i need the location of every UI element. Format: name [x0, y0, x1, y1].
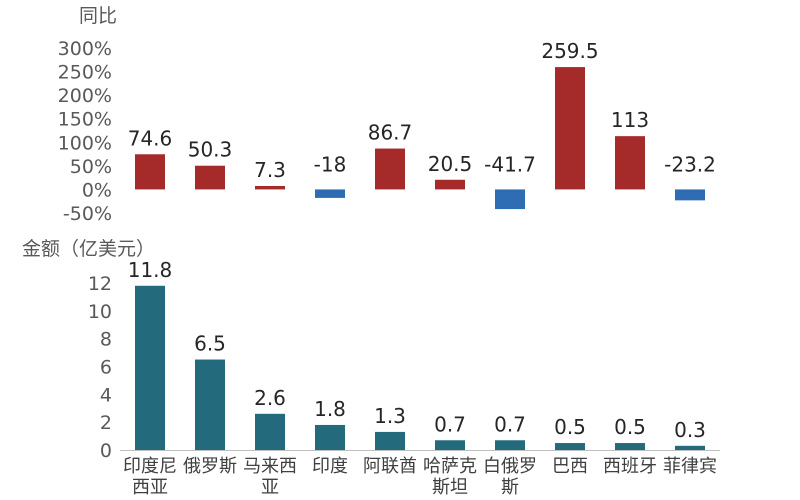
yoy-bar — [555, 67, 585, 190]
yoy-bar — [375, 148, 405, 190]
amount-data-label: 0.3 — [674, 418, 706, 442]
yoy-growth-panel: 同比 300%250%200%150%100%50%0%-50% 74.6 50.3… — [58, 5, 716, 225]
yoy-tick-label: 100% — [58, 132, 112, 154]
yoy-tick-label: 300% — [58, 38, 112, 60]
yoy-tick-label: 50% — [70, 156, 112, 178]
yoy-tick-label: 0% — [82, 179, 112, 201]
yoy-data-label: 86.7 — [368, 121, 413, 145]
yoy-data-label: 50.3 — [188, 138, 233, 162]
yoy-bar — [315, 189, 345, 198]
yoy-data-label: 113 — [611, 108, 649, 132]
amount-bar — [495, 440, 525, 450]
amount-data-label: 0.7 — [494, 412, 526, 436]
category-label: 巴西 — [552, 456, 588, 477]
amount-data-label: 1.3 — [374, 404, 406, 428]
yoy-tick-label: 250% — [58, 62, 112, 84]
yoy-bar — [675, 189, 705, 201]
yoy-tick-label: 150% — [58, 109, 112, 131]
category-label: 阿联酋 — [363, 456, 417, 477]
yoy-data-label: -41.7 — [484, 152, 536, 176]
amount-tick-label: 8 — [100, 329, 112, 351]
yoy-data-label: 74.6 — [128, 126, 173, 150]
amount-tick-label: 4 — [100, 384, 112, 406]
amount-bar — [435, 440, 465, 450]
category-label: 西班牙 — [603, 456, 657, 477]
amount-bar — [375, 431, 405, 450]
amount-tick-label: 0 — [100, 440, 112, 462]
category-label: 白俄罗斯 — [483, 456, 537, 498]
amount-data-label: 0.5 — [554, 415, 586, 439]
category-label: 印度尼西亚 — [123, 456, 177, 498]
amount-bar — [675, 445, 705, 450]
amount-tick-label: 6 — [100, 357, 112, 379]
category-label: 俄罗斯 — [183, 456, 237, 477]
amount-bar — [615, 443, 645, 450]
yoy-axis-title: 同比 — [79, 5, 117, 27]
category-label: 哈萨克斯坦 — [423, 456, 477, 498]
amount-data-label: 1.8 — [314, 397, 346, 421]
amount-tick-label: 2 — [100, 412, 112, 434]
amount-data-label: 11.8 — [128, 258, 173, 282]
amount-data-label: 2.6 — [254, 386, 286, 410]
yoy-data-label: 20.5 — [428, 152, 473, 176]
amount-data-label: 0.7 — [434, 412, 466, 436]
yoy-bar — [255, 185, 285, 190]
amount-bar — [555, 443, 585, 450]
yoy-bar — [435, 179, 465, 190]
yoy-data-label: -23.2 — [664, 152, 716, 176]
category-label: 马来西亚 — [243, 456, 297, 498]
amount-bar — [135, 285, 165, 450]
yoy-bar — [495, 189, 525, 210]
amount-data-label: 0.5 — [614, 415, 646, 439]
amount-bar — [255, 413, 285, 450]
yoy-data-label: 259.5 — [541, 39, 598, 63]
yoy-data-label: 7.3 — [254, 158, 286, 182]
amount-axis-title: 金额（亿美元） — [22, 238, 155, 260]
yoy-bar — [135, 154, 165, 190]
amount-data-label: 6.5 — [194, 332, 226, 356]
amount-tick-label: 12 — [88, 273, 112, 295]
yoy-tick-label: -50% — [63, 203, 112, 225]
yoy-tick-label: 200% — [58, 85, 112, 107]
amount-bar — [315, 424, 345, 450]
yoy-data-label: -18 — [314, 152, 347, 176]
amount-bar — [195, 359, 225, 450]
yoy-bar — [615, 136, 645, 190]
category-label: 印度 — [312, 456, 348, 477]
yoy-bar — [195, 165, 225, 190]
category-label: 菲律宾 — [663, 456, 717, 477]
amount-panel: 金额（亿美元） 12 10 8 6 4 2 0 11.8 6.5 2.6 1.8 1.3 0.7 0.7 0… — [22, 238, 720, 498]
amount-tick-label: 10 — [88, 301, 112, 323]
